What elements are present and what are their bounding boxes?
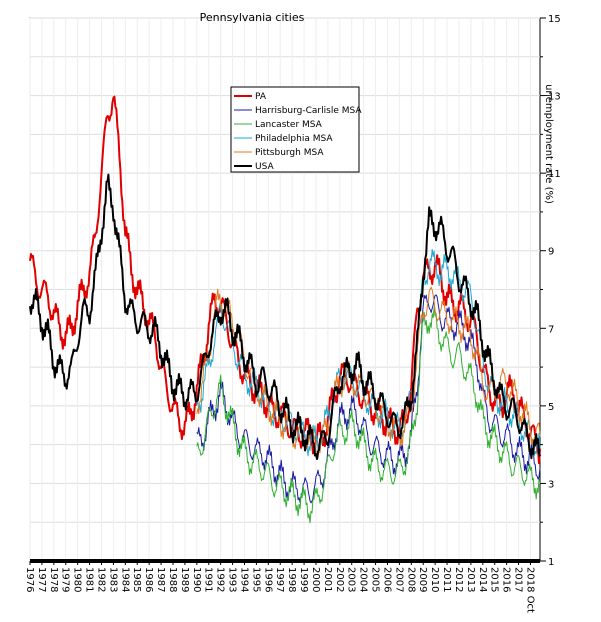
x-tick-label: 2013	[465, 567, 476, 592]
x-tick-label: 1997	[274, 567, 285, 592]
x-tick-label: 1996	[262, 567, 273, 592]
x-tick-label: 1998	[286, 567, 297, 592]
y-tick-label: 7	[548, 324, 554, 335]
x-tick-label: 1988	[167, 567, 178, 592]
y-tick-label: 3	[548, 479, 554, 490]
x-tick-label: 2008	[405, 567, 416, 592]
series-line-lancaster-msa	[196, 306, 541, 524]
y-axis-label: unemployment rate (%)	[543, 84, 554, 204]
x-tick-label: 1976	[24, 567, 35, 592]
legend-entry: Lancaster MSA	[255, 120, 323, 130]
legend-entry: Pittsburgh MSA	[255, 148, 324, 158]
x-tick-label: 1994	[238, 567, 249, 592]
x-tick-label: 1977	[36, 567, 47, 592]
x-tick-label: 1993	[227, 567, 238, 592]
legend-entry: Harrisburg-Carlisle MSA	[255, 106, 362, 116]
x-tick-label: 1981	[84, 567, 95, 592]
series-line-usa	[29, 173, 541, 460]
series-group	[29, 95, 541, 524]
x-tick-label: 1991	[203, 567, 214, 592]
legend-entry: USA	[255, 162, 274, 172]
x-tick-label: 2009	[417, 567, 428, 592]
x-tick-label: 1982	[95, 567, 106, 592]
x-tick-label: 1986	[143, 567, 154, 592]
x-tick-label: 1990	[191, 567, 202, 592]
x-tick-label: 2006	[381, 567, 392, 592]
x-tick-label: 2011	[441, 567, 452, 592]
legend: PA Harrisburg-Carlisle MSA Lancaster MSA Ph…	[230, 86, 362, 173]
x-tick-label: 1985	[131, 567, 142, 592]
x-tick-label: 2018 Oct	[524, 567, 535, 613]
y-tick-label: 9	[548, 247, 554, 258]
series-line-pa	[29, 95, 541, 465]
x-tick-label: 1984	[119, 567, 130, 592]
y-tick-label: 11	[548, 169, 561, 180]
x-tick-label: 1979	[60, 567, 71, 592]
x-tick-label: 2000	[310, 567, 321, 592]
legend-box	[230, 86, 360, 173]
y-tick-label: 1	[548, 557, 554, 568]
x-tick-label: 1983	[107, 567, 118, 592]
x-tick-label: 2017	[513, 567, 524, 592]
x-tick-label: 2007	[393, 567, 404, 592]
x-tick-label: 2010	[429, 567, 440, 592]
legend-entry: Philadelphia MSA	[255, 134, 333, 144]
x-tick-label: 2012	[453, 567, 464, 592]
x-axis-band	[30, 559, 540, 563]
x-tick-label: 2016	[501, 567, 512, 592]
x-axis: 1976 1977 1978 1979 1980 1981 1982 1983 1984 1985…	[24, 559, 540, 613]
x-tick-label: 1987	[155, 567, 166, 592]
x-tick-label: 1980	[72, 567, 83, 592]
x-tick-label: 2003	[346, 567, 357, 592]
x-tick-label: 2014	[477, 567, 488, 592]
x-tick-label: 2001	[322, 567, 333, 592]
x-tick-label: 1999	[298, 567, 309, 592]
x-tick-label: 2005	[370, 567, 381, 592]
y-tick-label: 5	[548, 402, 554, 413]
y-tick-label: 15	[548, 14, 561, 25]
x-tick-label: 2004	[358, 567, 369, 592]
x-tick-label: 1995	[250, 567, 261, 592]
x-tick-label: 2015	[489, 567, 500, 592]
x-tick-label: 1978	[48, 567, 59, 592]
x-tick-label: 1989	[179, 567, 190, 592]
legend-entry: PA	[255, 92, 267, 102]
chart-title: Pennsylvania cities	[200, 11, 305, 24]
y-tick-label: 13	[548, 92, 561, 103]
x-tick-label: 1992	[215, 567, 226, 592]
x-tick-label: 2002	[334, 567, 345, 592]
